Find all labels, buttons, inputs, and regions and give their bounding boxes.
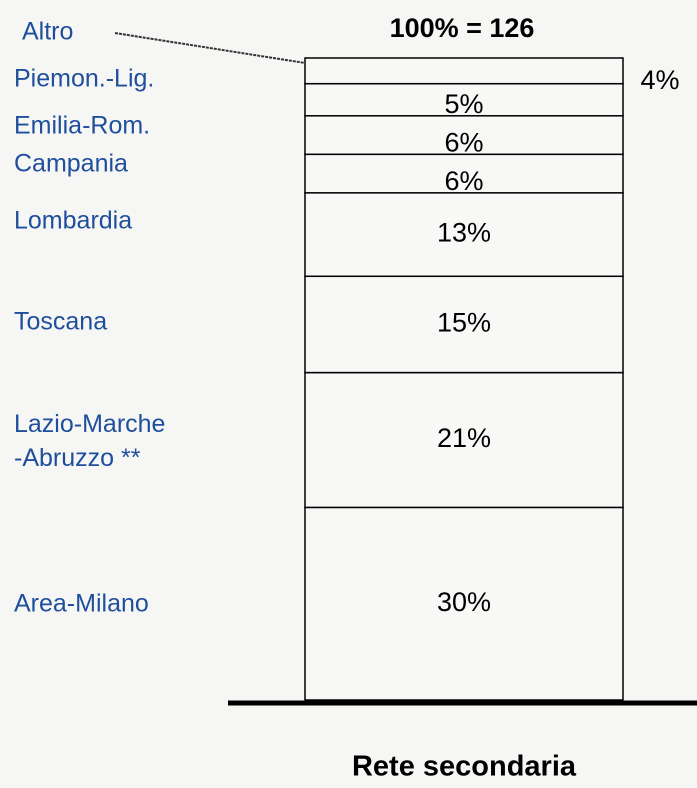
value-label: 6% bbox=[444, 127, 483, 157]
legend-label: Campania bbox=[14, 150, 128, 178]
bar-segment bbox=[304, 192, 624, 278]
total-label: 100% = 126 bbox=[390, 13, 535, 43]
legend-label: Piemon.-Lig. bbox=[14, 65, 154, 93]
leader-line bbox=[114, 32, 306, 64]
value-label: 4% bbox=[640, 65, 679, 95]
legend-label: Emilia-Rom. bbox=[14, 112, 150, 140]
bar-segment bbox=[304, 115, 624, 156]
bar-segment bbox=[304, 82, 624, 117]
legend-label: Lazio-Marche -Abruzzo ** bbox=[14, 410, 165, 472]
bar-segment bbox=[304, 57, 624, 85]
value-label: 6% bbox=[444, 166, 483, 196]
category-label: Rete secondaria bbox=[352, 751, 577, 783]
legend-label: Area-Milano bbox=[14, 590, 149, 618]
value-label: 30% bbox=[437, 587, 491, 617]
value-label: 13% bbox=[437, 218, 491, 248]
legend-label: Toscana bbox=[14, 308, 107, 336]
value-label: 15% bbox=[437, 308, 491, 338]
value-label: 21% bbox=[437, 423, 491, 453]
bar-segment bbox=[304, 371, 624, 509]
legend-label: Altro bbox=[22, 18, 73, 46]
value-label: 5% bbox=[444, 89, 483, 119]
bar-segment bbox=[304, 506, 624, 701]
legend-label: Lombardia bbox=[14, 207, 132, 235]
bar-segment bbox=[304, 153, 624, 194]
